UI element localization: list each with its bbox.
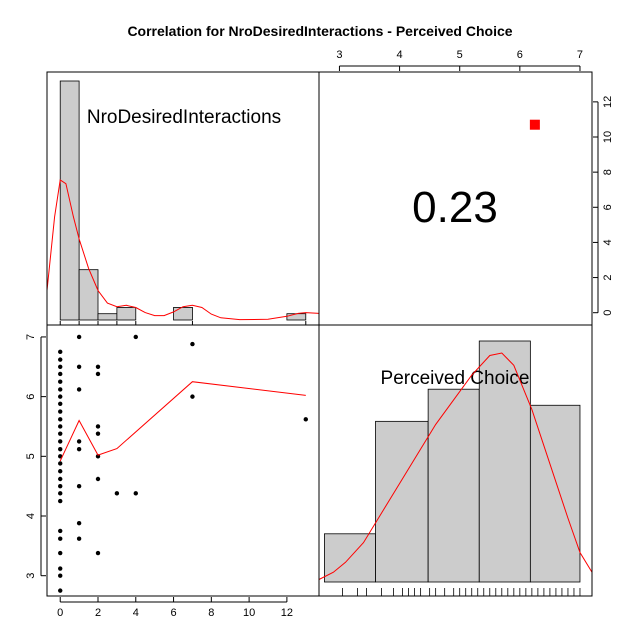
histogram-bar: [478, 340, 531, 583]
bottom-axis-tick-label: 10: [243, 607, 255, 619]
bottom-axis-tick-label: 0: [57, 607, 63, 619]
scatter-point: [58, 364, 63, 369]
left-axis: 3 4 5 6 7: [25, 334, 46, 579]
diagonal-label-perceived-choice: Perceived Choice: [381, 368, 530, 389]
scatter-point: [58, 431, 63, 436]
scatter-point: [58, 476, 63, 482]
scatter-point: [95, 424, 101, 429]
scatter-point: [58, 483, 63, 489]
scatter-point: [58, 588, 63, 593]
scatter-point: [58, 401, 63, 406]
scatter-point: [58, 536, 63, 541]
panel-frame-bottom-right: [318, 324, 593, 597]
scatter-point: [76, 364, 82, 369]
histogram-bar: [78, 269, 99, 321]
histogram-bar: [97, 313, 118, 321]
scatter-point: [76, 483, 82, 489]
bottom-axis-tick-label: 8: [208, 607, 214, 619]
histogram-panel-nro-desired-interactions: NroDesiredInteractions: [46, 80, 320, 325]
top-axis-tick-label: 5: [457, 49, 463, 61]
panel-frame-bottom-left: [46, 324, 320, 597]
scatter-point: [190, 341, 195, 347]
scatter-point: [114, 491, 120, 496]
bottom-axis-tick-label: 4: [133, 607, 139, 619]
histogram-bar: [116, 307, 137, 321]
left-axis-tick-label: 5: [25, 453, 37, 459]
scatter-point: [76, 520, 82, 526]
scatter-point: [58, 409, 63, 414]
scatter-point: [58, 379, 63, 384]
correlation-value: 0.23: [412, 183, 498, 232]
top-axis-tick-label: 3: [336, 49, 342, 61]
right-axis-tick-label: 0: [602, 310, 614, 316]
scatter-point: [95, 364, 101, 369]
scatter-point: [58, 454, 63, 459]
scatter-point: [58, 461, 63, 466]
left-axis-tick-label: 3: [25, 573, 37, 579]
scatter-point: [58, 357, 63, 362]
right-axis: 0 2 4 6 8 10 12: [593, 96, 614, 316]
bottom-axis-tick-label: 6: [170, 607, 176, 619]
bottom-axis: 0 2 4 6 8 10 12: [57, 597, 293, 619]
correlation-panel: 0.23: [412, 119, 540, 232]
scatter-point: [58, 573, 63, 578]
correlation-marker: [529, 119, 540, 130]
scatter-point: [190, 394, 195, 399]
scatter-point: [58, 417, 63, 422]
scatter-point: [76, 446, 82, 452]
right-axis-tick-label: 10: [602, 131, 614, 143]
scatter-point: [58, 439, 63, 444]
right-axis-tick-label: 12: [602, 96, 614, 108]
scatter-panel: [58, 334, 308, 593]
density-curve: [318, 352, 593, 580]
bottom-axis-tick-label: 2: [95, 607, 101, 619]
scatter-point: [58, 528, 63, 534]
scatter-point: [133, 491, 138, 496]
scatter-point: [76, 387, 82, 392]
top-axis: 3 4 5 6 7: [336, 49, 583, 71]
scatter-point: [58, 550, 63, 556]
histogram-bar: [375, 420, 429, 583]
top-axis-tick-label: 4: [397, 49, 403, 61]
bottom-axis-tick-label: 12: [281, 607, 293, 619]
chart-title: Correlation for NroDesiredInteractions -…: [127, 23, 512, 39]
scatter-point: [95, 476, 101, 482]
right-axis-tick-label: 8: [602, 169, 614, 175]
scatter-point: [76, 334, 82, 340]
scatter-point: [58, 446, 63, 452]
histogram-bar: [286, 313, 307, 321]
scatter-point: [58, 394, 63, 399]
left-axis-tick-label: 4: [25, 513, 37, 519]
scatter-point: [133, 334, 138, 340]
histogram-panel-perceived-choice: Perceived Choice: [318, 340, 593, 596]
scatter-point: [303, 417, 308, 422]
scatter-point: [58, 387, 63, 392]
scatter-point: [76, 439, 82, 444]
scatter-point: [58, 498, 63, 504]
histogram-bar: [529, 404, 581, 583]
scatter-point: [95, 550, 101, 556]
top-axis-tick-label: 7: [577, 49, 583, 61]
left-axis-tick-label: 6: [25, 394, 37, 400]
histogram-bar: [427, 388, 480, 583]
scatter-point: [95, 371, 101, 377]
scatter-point: [58, 469, 63, 474]
scatter-point: [58, 491, 63, 496]
density-curve: [46, 179, 320, 321]
smoother-line: [59, 381, 306, 462]
right-axis-tick-label: 2: [602, 275, 614, 281]
scatter-point: [95, 431, 101, 436]
histogram-bar: [173, 307, 193, 321]
scatter-point: [58, 371, 63, 377]
diagonal-label-nro-desired-interactions: NroDesiredInteractions: [87, 107, 281, 128]
scatter-point: [76, 536, 82, 541]
scatter-point: [58, 424, 63, 429]
scatter-point: [58, 566, 63, 571]
scatter-point: [58, 349, 63, 355]
right-axis-tick-label: 6: [602, 204, 614, 210]
right-axis-tick-label: 4: [602, 239, 614, 245]
left-axis-tick-label: 7: [25, 334, 37, 340]
top-axis-tick-label: 6: [517, 49, 523, 61]
